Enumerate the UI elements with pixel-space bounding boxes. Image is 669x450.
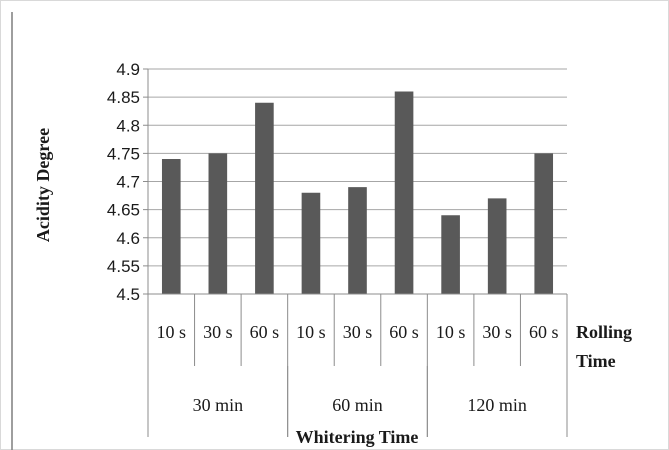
y-tick-label: 4.6 bbox=[116, 229, 140, 248]
bar bbox=[208, 153, 228, 294]
x-category-label: 10 s bbox=[436, 322, 466, 342]
bar bbox=[255, 102, 274, 294]
y-tick-label: 4.7 bbox=[116, 173, 140, 192]
y-tick-label: 4.9 bbox=[116, 60, 140, 79]
rolling-time-label-line1: Rolling bbox=[576, 322, 632, 342]
rolling-time-label-line2: Time bbox=[576, 351, 616, 371]
bar bbox=[161, 159, 181, 294]
axes bbox=[143, 68, 568, 437]
x-group-label: 60 min bbox=[332, 395, 383, 415]
x-category-labels: 10 s 30 s 60 s 10 s 30 s 60 s 10 s 30 s 60 s bbox=[157, 322, 559, 342]
y-tick-label: 4.65 bbox=[107, 201, 140, 220]
y-tick-label: 4.55 bbox=[107, 257, 140, 276]
y-tick-label: 4.85 bbox=[107, 88, 140, 107]
bars bbox=[161, 91, 554, 294]
y-tick-labels: 4.5 4.55 4.6 4.65 4.7 4.75 4.8 4.85 4.9 bbox=[107, 60, 140, 304]
bar bbox=[348, 187, 367, 294]
bar bbox=[394, 91, 414, 294]
x-category-label: 30 s bbox=[482, 322, 512, 342]
x-category-label: 30 s bbox=[343, 322, 373, 342]
x-category-label: 10 s bbox=[157, 322, 187, 342]
x-group-label: 30 min bbox=[193, 395, 244, 415]
y-axis-title: Acidity Degree bbox=[33, 128, 53, 242]
x-category-label: 60 s bbox=[250, 322, 280, 342]
bar bbox=[487, 198, 507, 294]
x-category-label: 60 s bbox=[389, 322, 419, 342]
x-category-label: 10 s bbox=[296, 322, 326, 342]
y-tick-label: 4.75 bbox=[107, 144, 140, 163]
x-axis-title: Whitering Time bbox=[296, 427, 419, 447]
x-group-label: 120 min bbox=[467, 395, 527, 415]
x-category-label: 60 s bbox=[529, 322, 559, 342]
bar bbox=[441, 215, 460, 294]
y-tick-label: 4.5 bbox=[116, 285, 140, 304]
bar bbox=[301, 192, 321, 294]
x-group-labels: 30 min 60 min 120 min bbox=[193, 395, 527, 415]
bar bbox=[534, 153, 554, 294]
x-category-label: 30 s bbox=[203, 322, 233, 342]
y-tick-label: 4.8 bbox=[116, 116, 140, 135]
